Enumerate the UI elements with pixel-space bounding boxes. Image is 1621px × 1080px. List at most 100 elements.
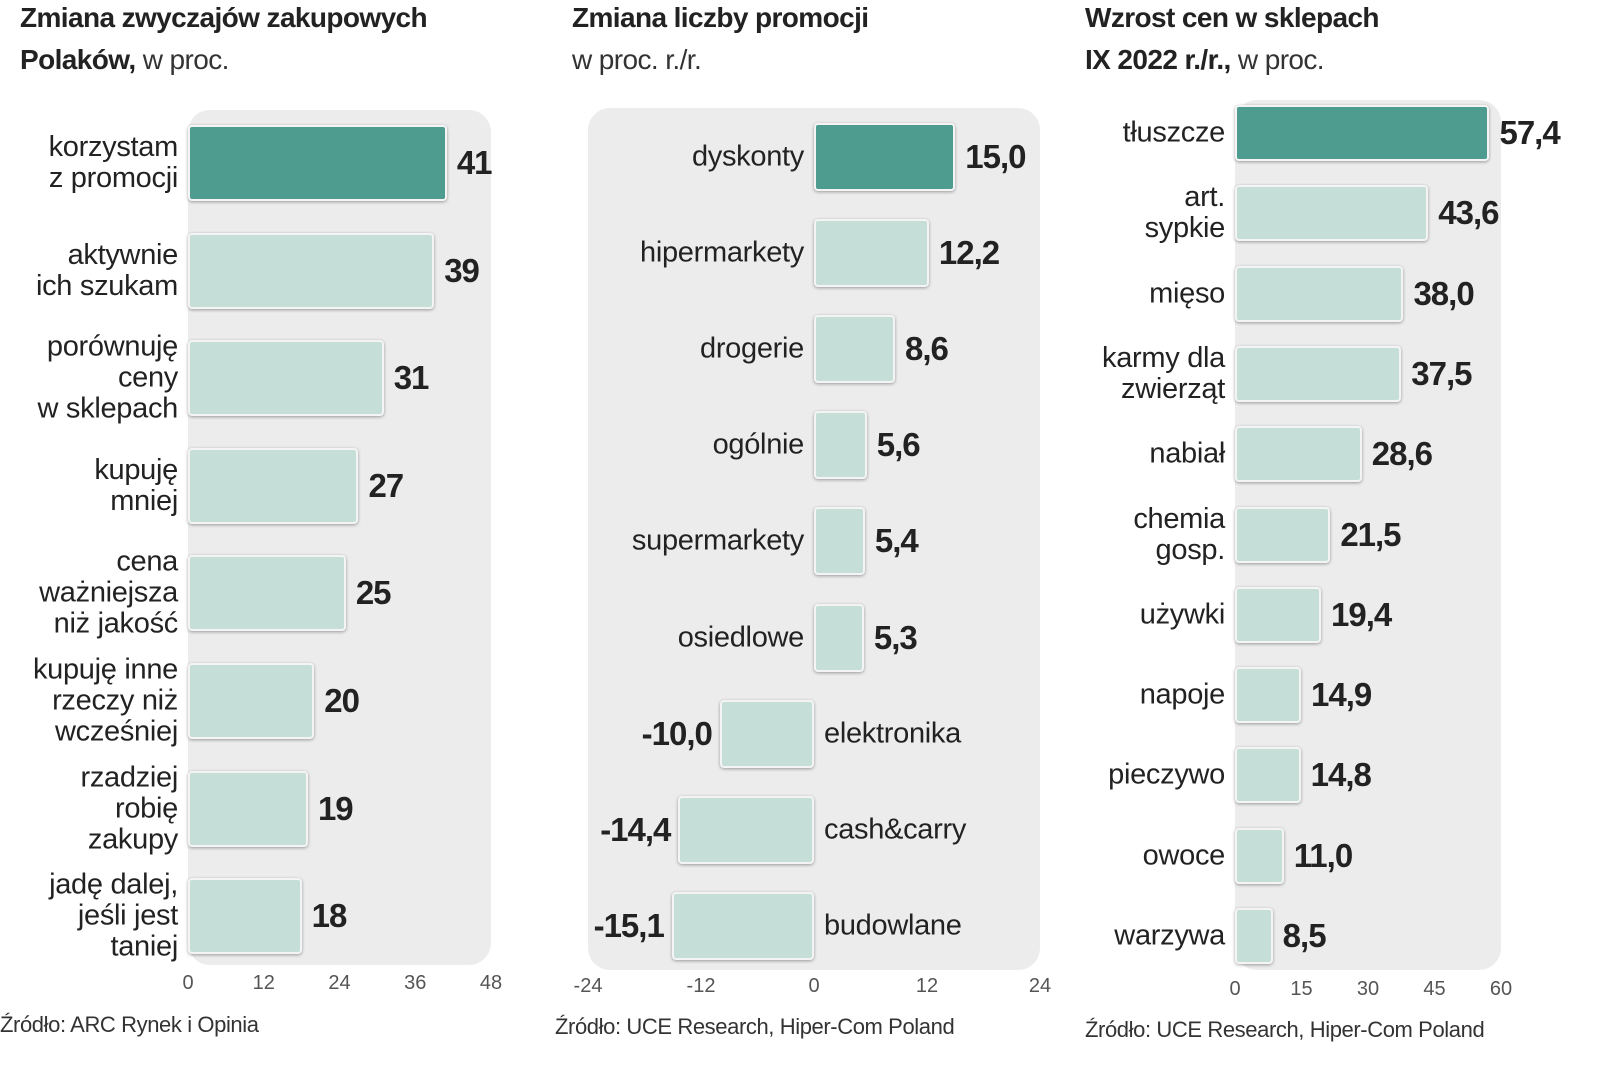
category-label: używki xyxy=(1139,598,1226,631)
value-label: 21,5 xyxy=(1340,515,1401,553)
bar xyxy=(814,411,867,480)
category-label: porównuję ceny w sklepach xyxy=(37,330,179,425)
bar xyxy=(188,770,308,847)
category-label: hipermarkety xyxy=(639,236,804,269)
x-tick-label: 15 xyxy=(1290,978,1313,1000)
category-label: jadę dalej, jeśli jest taniej xyxy=(49,868,178,963)
value-label: 14,8 xyxy=(1310,756,1372,794)
x-tick-label: 12 xyxy=(915,975,939,997)
bar xyxy=(188,232,435,309)
bar xyxy=(188,878,302,955)
chart-title-block: Zmiana liczby promocji w proc. r./r. xyxy=(572,0,869,81)
value-label: 37,5 xyxy=(1411,354,1472,392)
x-tick-label: 0 xyxy=(182,972,194,994)
category-label: cash&carry xyxy=(824,813,967,846)
category-label: kupuję inne rzeczy niż wcześniej xyxy=(32,653,178,748)
value-label: 57,4 xyxy=(1499,114,1560,151)
category-label: kupuję mniej xyxy=(94,453,178,517)
value-label: 12,2 xyxy=(938,234,1000,272)
bar xyxy=(188,125,447,201)
value-label: 28,6 xyxy=(1371,435,1433,473)
value-label: 19 xyxy=(317,789,354,827)
bar xyxy=(678,795,814,864)
category-label: ogólnie xyxy=(712,428,805,461)
value-label: 19,4 xyxy=(1331,595,1392,633)
value-label: 43,6 xyxy=(1438,194,1499,232)
x-tick-label: 24 xyxy=(328,972,351,994)
source-note: Źródło: UCE Research, Hiper-Com Poland xyxy=(1085,1017,1485,1042)
value-label: 25 xyxy=(355,574,392,612)
category-label: warzywa xyxy=(1114,919,1225,952)
bar xyxy=(188,447,359,524)
category-label: mięso xyxy=(1149,277,1225,310)
value-label: 18 xyxy=(311,897,348,935)
value-label: 8,5 xyxy=(1282,917,1327,954)
x-tick-label: 45 xyxy=(1423,978,1446,1000)
x-tick-label: 0 xyxy=(808,975,820,997)
category-label: chemia gosp. xyxy=(1133,502,1225,566)
bar xyxy=(814,315,895,384)
value-label: 20 xyxy=(324,682,360,719)
value-label: -10,0 xyxy=(641,714,713,752)
bar xyxy=(1235,105,1490,161)
bar xyxy=(188,340,384,417)
category-label: karmy dla zwierząt xyxy=(1102,341,1225,405)
chart-title: Zmiana zwyczajów zakupowych Polaków, xyxy=(20,2,428,75)
category-label: art. sypkie xyxy=(1144,181,1226,245)
category-label: napoje xyxy=(1139,678,1226,711)
category-label: tłuszcze xyxy=(1122,116,1226,149)
value-label: 39 xyxy=(444,251,480,289)
bar xyxy=(1235,265,1404,322)
category-label: aktywnie ich szukam xyxy=(35,238,178,302)
bar xyxy=(1235,667,1302,724)
bar xyxy=(1235,506,1331,563)
chart-title: Wzrost cen w sklepach IX 2022 r./r., xyxy=(1085,2,1380,75)
x-tick-label: 12 xyxy=(252,972,275,994)
x-tick-label: 0 xyxy=(1229,978,1241,1000)
bar xyxy=(814,123,956,191)
chart-title-block: Zmiana zwyczajów zakupowych Polaków, w p… xyxy=(20,0,428,81)
value-label: 15,0 xyxy=(965,138,1026,175)
x-tick-label: 30 xyxy=(1356,978,1380,1000)
chart-subtitle: w proc. r./r. xyxy=(572,44,702,75)
chart-title-block: Wzrost cen w sklepach IX 2022 r./r., w p… xyxy=(1085,0,1380,81)
bar xyxy=(1235,586,1321,643)
category-label: korzystam z promocji xyxy=(48,131,179,194)
category-label: nabiał xyxy=(1149,437,1225,470)
category-label: pieczywo xyxy=(1108,758,1225,791)
x-tick-label: -12 xyxy=(686,975,716,997)
value-label: -14,4 xyxy=(600,810,671,848)
value-label: 5,4 xyxy=(874,522,919,560)
category-label: supermarkety xyxy=(631,524,804,557)
x-tick-label: 48 xyxy=(479,972,503,994)
bar xyxy=(1235,747,1301,804)
bar xyxy=(719,699,814,768)
bar xyxy=(188,663,315,739)
x-tick-label: 60 xyxy=(1489,978,1513,1000)
bar xyxy=(671,891,814,960)
category-label: owoce xyxy=(1142,839,1226,872)
value-label: 27 xyxy=(368,466,404,504)
category-label: osiedlowe xyxy=(677,621,805,653)
x-tick-label: -24 xyxy=(573,975,603,997)
value-label: 38,0 xyxy=(1413,274,1474,312)
bar xyxy=(814,219,929,288)
category-label: dyskonty xyxy=(691,140,804,173)
source-note: Źródło: ARC Rynek i Opinia xyxy=(0,1012,259,1037)
bar xyxy=(188,555,346,632)
category-label: drogerie xyxy=(700,332,804,365)
value-label: -15,1 xyxy=(593,906,665,944)
value-label: 14,9 xyxy=(1311,676,1372,714)
x-tick-label: 36 xyxy=(404,972,427,994)
chart-subtitle: w proc. xyxy=(1237,44,1325,75)
category-label: cena ważniejsza niż jakość xyxy=(39,545,178,640)
chart-title: Zmiana liczby promocji xyxy=(572,2,869,33)
category-label: budowlane xyxy=(824,909,962,942)
value-label: 31 xyxy=(393,359,430,397)
bar xyxy=(814,603,864,672)
chart-subtitle: w proc. xyxy=(142,44,230,75)
value-label: 11,0 xyxy=(1293,836,1353,874)
value-label: 41 xyxy=(456,144,493,181)
bar xyxy=(1235,185,1429,242)
